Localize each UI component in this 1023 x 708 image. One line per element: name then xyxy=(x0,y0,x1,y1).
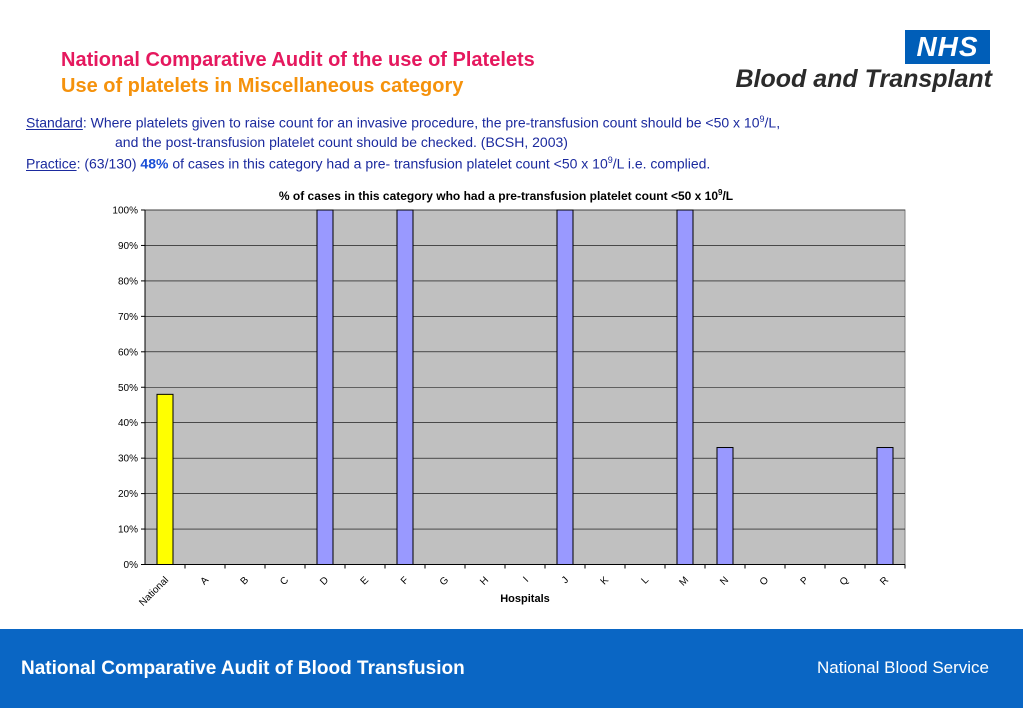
standard-text-end: /L, xyxy=(764,114,781,131)
x-tick-label: National xyxy=(137,575,171,609)
y-tick-label: 90% xyxy=(118,241,138,252)
practice-prefix: : (63/130) xyxy=(76,155,141,172)
chart-title-end: /L xyxy=(722,189,733,203)
standard-statement: Standard: Where platelets given to raise… xyxy=(26,114,780,131)
practice-label: Practice xyxy=(26,155,77,172)
practice-text-end: /L i.e. complied. xyxy=(612,155,711,172)
bar-m xyxy=(676,209,694,565)
x-tick-label: K xyxy=(599,575,612,588)
y-tick-label: 0% xyxy=(124,560,139,571)
y-axis-ticks: 0% 10% 20% 30% 40% 50% 60% 70% 80% 90% 100% xyxy=(112,206,145,571)
x-tick-label: N xyxy=(718,575,731,588)
y-tick-label: 10% xyxy=(118,525,138,536)
y-tick-label: 30% xyxy=(118,454,138,465)
x-tick-label: F xyxy=(399,575,411,587)
y-tick-label: 70% xyxy=(118,312,138,323)
nhs-logo-badge: NHS xyxy=(905,30,990,64)
x-tick-label: R xyxy=(878,575,891,588)
x-tick-label: H xyxy=(478,575,491,588)
standard-label: Standard xyxy=(26,114,83,131)
y-tick-label: 60% xyxy=(118,347,138,358)
practice-highlight: 48% xyxy=(140,155,169,172)
y-tick-label: 50% xyxy=(118,383,138,394)
chart-title: % of cases in this category who had a pr… xyxy=(279,188,733,203)
practice-text: of cases in this category had a pre- tra… xyxy=(168,155,608,172)
x-tick-label: D xyxy=(318,575,331,588)
x-tick-label: A xyxy=(199,575,212,588)
gridlines xyxy=(145,209,905,530)
practice-statement: Practice: (63/130) 48% of cases in this … xyxy=(26,155,710,172)
x-axis-title: Hospitals xyxy=(500,593,550,605)
chart-title-text: % of cases in this category who had a pr… xyxy=(279,189,718,203)
x-tick-label: L xyxy=(639,575,651,587)
bar-r xyxy=(876,447,894,566)
bar-j xyxy=(556,209,574,565)
footer-audit-title: National Comparative Audit of Blood Tran… xyxy=(21,658,465,679)
page-subtitle: Use of platelets in Miscellaneous catego… xyxy=(61,75,464,97)
bar-n xyxy=(716,447,734,566)
x-tick-label: M xyxy=(677,575,691,589)
x-tick-label: G xyxy=(438,575,451,588)
x-tick-label: E xyxy=(359,575,372,588)
standard-superscript: 9 xyxy=(759,114,765,124)
practice-superscript: 9 xyxy=(607,155,613,165)
y-tick-label: 100% xyxy=(112,206,138,217)
bar-d xyxy=(316,209,334,565)
footer-bar: National Comparative Audit of Blood Tran… xyxy=(0,629,1023,708)
x-tick-label: I xyxy=(521,575,531,585)
footer-organisation: National Blood Service xyxy=(817,658,989,677)
x-tick-label: C xyxy=(278,575,291,588)
nhs-blood-and-transplant-logo: NHS Blood and Transplant xyxy=(700,30,992,94)
page-title: National Comparative Audit of the use of… xyxy=(61,49,535,71)
bar-chart: % of cases in this category who had a pr… xyxy=(112,188,906,609)
chart-title-superscript: 9 xyxy=(718,188,723,197)
standard-statement-line2: and the post-transfusion platelet count … xyxy=(115,134,568,150)
bar-national xyxy=(156,393,174,565)
bar-f xyxy=(396,209,414,565)
y-tick-label: 80% xyxy=(118,276,138,287)
logo-wordmark: Blood and Transplant xyxy=(735,65,993,93)
x-tick-label: O xyxy=(758,575,771,588)
x-tick-label: J xyxy=(560,575,571,586)
x-tick-label: B xyxy=(239,575,252,588)
y-tick-label: 40% xyxy=(118,418,138,429)
x-tick-label: Q xyxy=(838,575,851,588)
x-tick-label: P xyxy=(799,575,812,588)
y-tick-label: 20% xyxy=(118,489,138,500)
standard-text: : Where platelets given to raise count f… xyxy=(82,114,760,131)
